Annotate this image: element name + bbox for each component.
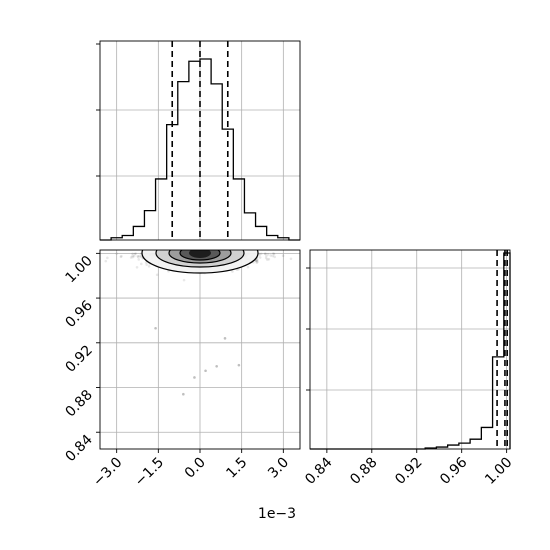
- scatter-point: [138, 254, 141, 258]
- x-axis-offset-label: 1e−3: [258, 506, 296, 522]
- scatter-point: [144, 261, 148, 264]
- scatter-point: [264, 254, 268, 258]
- y-tick-label: 0.96: [62, 298, 95, 331]
- histogram-panel-x: [96, 40, 301, 241]
- scatter-point: [104, 259, 108, 263]
- scatter-point: [140, 262, 143, 266]
- scatter-point: [135, 265, 139, 269]
- scatter-contour-layer: [104, 250, 307, 396]
- scatter-point: [281, 254, 285, 257]
- scatter-point: [267, 257, 271, 261]
- scatter-point: [204, 369, 207, 373]
- x-tick-label: −3.0: [90, 455, 125, 490]
- scatter-point: [258, 253, 261, 257]
- contour-line: [155, 250, 245, 268]
- scatter-point: [271, 254, 275, 258]
- scatter-point: [137, 258, 141, 261]
- contour-line: [168, 250, 232, 264]
- x-tick-label: 0.84: [302, 454, 335, 487]
- contour-line: [141, 250, 259, 274]
- scatter-point: [136, 254, 139, 258]
- x-tick-label: 0.96: [437, 454, 470, 487]
- scatter-point: [134, 252, 137, 255]
- scatter-point: [215, 364, 218, 368]
- scatter-point: [193, 376, 196, 379]
- scatter-point: [269, 254, 273, 257]
- scatter-point: [272, 252, 276, 256]
- scatter-point: [231, 270, 234, 273]
- scatter-point: [182, 278, 186, 282]
- x-tick-label: 0.92: [392, 455, 425, 488]
- histogram-panel-y: 0.84 0.88 0.92 0.96 1.00: [302, 249, 515, 488]
- scatter-point: [273, 255, 276, 259]
- scatter-point: [119, 255, 123, 259]
- scatter-point: [258, 256, 262, 259]
- scatter-point: [131, 255, 134, 259]
- x-tick-label: 1.00: [482, 455, 515, 488]
- scatter-point: [115, 252, 119, 255]
- scatter-point: [136, 255, 140, 259]
- contour-panel: −3.0 −1.5 0.0 1.5 3.0 0.84 0.88 0.92 0.96 1.00: [62, 249, 307, 490]
- x-tick-label: 0.0: [182, 455, 209, 482]
- scatter-point: [254, 259, 258, 263]
- panel-frame: [99, 40, 301, 241]
- panel-frame: [309, 249, 511, 450]
- scatter-point: [147, 264, 151, 268]
- contour-line: [179, 250, 221, 261]
- density-level: [189, 250, 211, 258]
- scatter-point: [131, 254, 134, 257]
- y-tick-label: 0.92: [62, 342, 95, 375]
- scatter-point: [155, 273, 159, 277]
- histogram-series-x: [100, 58, 300, 241]
- scatter-point: [223, 337, 227, 340]
- scatter-point: [255, 259, 258, 263]
- y-tick-label: 0.84: [62, 432, 95, 465]
- histogram-series-y: [310, 252, 511, 450]
- scatter-point: [145, 263, 148, 266]
- scatter-point: [304, 261, 307, 264]
- scatter-point: [272, 252, 275, 255]
- x-tick-label: 3.0: [265, 455, 292, 482]
- scatter-point: [237, 363, 241, 367]
- scatter-point: [264, 252, 267, 256]
- scatter-point: [106, 256, 109, 260]
- scatter-point: [120, 254, 123, 258]
- scatter-point: [256, 258, 259, 262]
- scatter-point: [266, 258, 269, 261]
- scatter-point: [129, 256, 133, 259]
- scatter-point: [154, 326, 157, 330]
- scatter-point: [255, 261, 259, 264]
- scatter-point: [139, 255, 143, 259]
- scatter-point: [132, 254, 136, 258]
- scatter-point: [264, 256, 268, 260]
- scatter-point: [256, 260, 259, 264]
- y-tick-label: 1.00: [62, 253, 95, 286]
- scatter-point: [266, 253, 270, 256]
- scatter-point: [246, 265, 250, 269]
- x-tick-label: −1.5: [132, 455, 167, 490]
- x-tick-label: 0.88: [347, 455, 380, 488]
- y-tick-label: 0.88: [62, 387, 95, 420]
- scatter-point: [289, 257, 293, 261]
- scatter-points: [104, 252, 307, 396]
- scatter-point: [259, 252, 263, 256]
- scatter-point: [263, 252, 267, 256]
- x-tick-label: 1.5: [223, 455, 250, 482]
- scatter-point: [133, 252, 137, 256]
- scatter-point: [255, 259, 259, 262]
- scatter-point: [182, 392, 185, 396]
- scatter-point: [131, 252, 134, 256]
